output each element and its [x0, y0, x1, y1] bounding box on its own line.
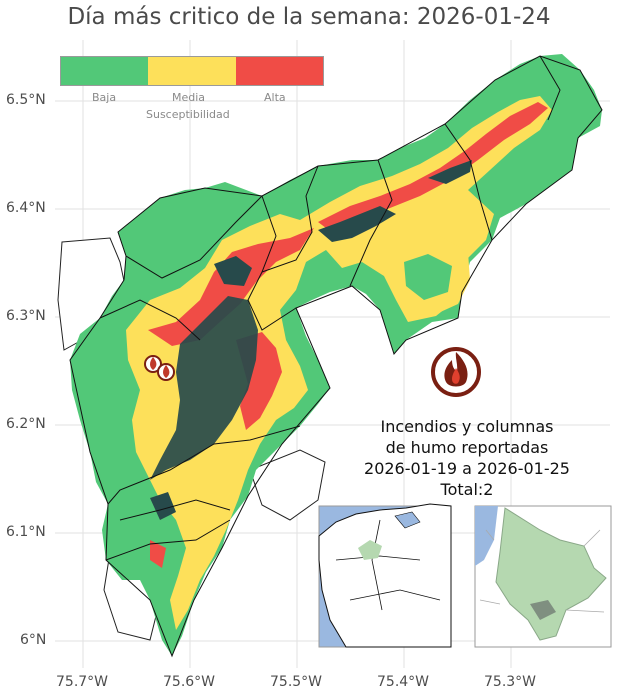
municipal-boundaries: [69, 55, 603, 658]
lon-tick-label: 75.3°W: [484, 674, 537, 690]
lat-tick-label: 6.1°N: [6, 524, 46, 540]
legend-swatch-low: [61, 57, 149, 85]
lat-tick-label: 6.5°N: [6, 92, 46, 108]
inset-country: [318, 503, 452, 648]
fire-icon: [431, 347, 481, 397]
report-period: 2026-01-19 a 2026-01-25: [364, 459, 570, 478]
inset-department: [474, 505, 612, 648]
susceptibility-medium-area: [126, 96, 552, 630]
legend-label-low: Baja: [92, 91, 117, 104]
urban-areas: [150, 160, 472, 520]
legend-label-high: Alta: [264, 91, 286, 104]
lon-tick-label: 75.6°W: [163, 674, 216, 690]
legend-swatch-high: [235, 57, 323, 85]
report-line: de humo reportadas: [385, 438, 549, 457]
lat-tick-label: 6.3°N: [6, 308, 46, 324]
report-total: Total:2: [440, 480, 494, 499]
susceptibility-legend: [60, 56, 324, 86]
fire-report-summary: Incendios y columnas de humo reportadas …: [336, 416, 598, 500]
susceptibility-low-east: [404, 254, 452, 300]
legend-label-medium: Media: [172, 91, 206, 104]
report-line: Incendios y columnas: [380, 417, 554, 436]
lat-tick-label: 6°N: [20, 632, 47, 648]
lat-tick-label: 6.2°N: [6, 416, 46, 432]
lon-tick-label: 75.4°W: [377, 674, 430, 690]
legend-swatch-medium: [148, 57, 236, 85]
map-title: Día más critico de la semana: 2026-01-24: [67, 4, 551, 30]
lon-tick-label: 75.7°W: [56, 674, 109, 690]
fire-report-markers: [144, 355, 175, 381]
lat-tick-label: 6.4°N: [6, 200, 46, 216]
legend-title: Susceptibilidad: [146, 108, 230, 121]
lon-tick-label: 75.5°W: [270, 674, 323, 690]
